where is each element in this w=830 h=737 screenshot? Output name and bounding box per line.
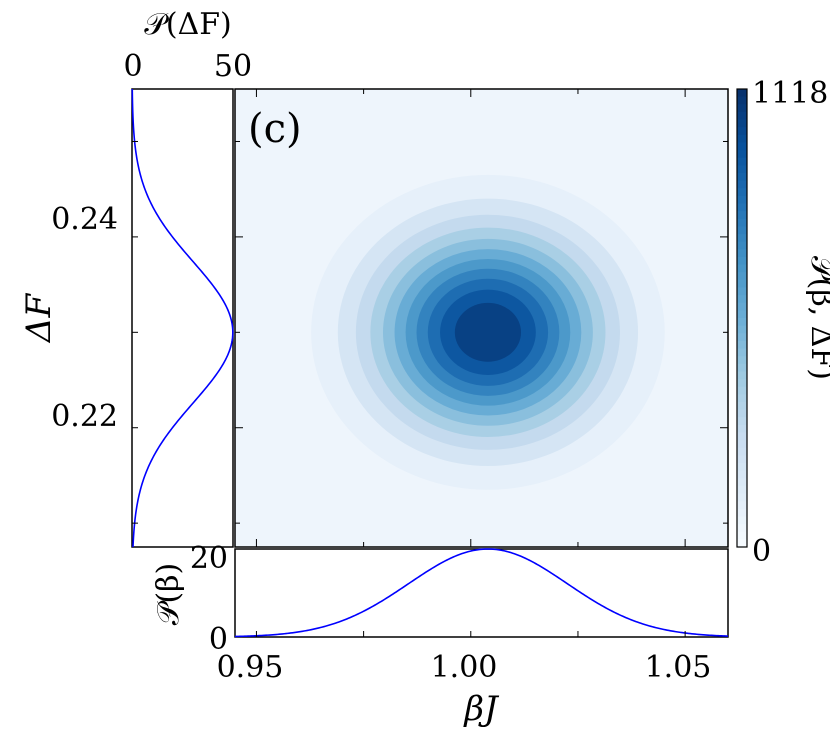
colorbar-gradient xyxy=(737,89,747,548)
marginal-dF-curve xyxy=(131,88,234,548)
colorbar-block-42 xyxy=(737,409,747,418)
colorbar-block-2 xyxy=(737,104,747,113)
colorbar-block-16 xyxy=(737,211,747,220)
marginal-beta-tick-20: 20 xyxy=(190,541,228,576)
colorbar-block-49 xyxy=(737,463,747,472)
x-axis-label: βJ xyxy=(462,689,500,729)
marginal-dF-xlabel: 𝒫(ΔF) xyxy=(144,7,232,42)
colorbar-block-55 xyxy=(737,508,747,518)
marginal-dF-tick-50: 50 xyxy=(214,49,252,84)
heatmap-ticks xyxy=(235,89,728,547)
ytick-label-0.24: 0.24 xyxy=(51,202,118,237)
marginal-beta-curve xyxy=(234,548,729,638)
colorbar-block-35 xyxy=(737,356,747,365)
colorbar-block-15 xyxy=(737,203,747,212)
colorbar: 1118 0 𝒫(β, ΔF) xyxy=(736,76,830,569)
colorbar-block-45 xyxy=(737,432,747,441)
marginal-dF-tick-0: 0 xyxy=(123,49,142,84)
colorbar-block-20 xyxy=(737,241,747,250)
colorbar-block-7 xyxy=(737,142,747,151)
colorbar-block-36 xyxy=(737,363,747,373)
colorbar-block-48 xyxy=(737,455,747,464)
marginal-beta-panel: 20 0 𝒫(β) xyxy=(151,541,729,657)
colorbar-block-3 xyxy=(737,111,747,121)
marginal-beta-ticks xyxy=(255,631,686,637)
y-axis-label: ΔF xyxy=(19,293,59,345)
contour-bands xyxy=(311,174,665,490)
marginal-dF-frame xyxy=(131,88,234,548)
colorbar-block-44 xyxy=(737,424,747,434)
colorbar-min-label: 0 xyxy=(752,534,771,569)
colorbar-frame xyxy=(736,88,748,548)
panel-label: (c) xyxy=(248,106,302,152)
colorbar-block-14 xyxy=(737,195,747,205)
colorbar-block-46 xyxy=(737,440,747,449)
colorbar-block-17 xyxy=(737,218,747,227)
colorbar-block-40 xyxy=(737,394,747,403)
colorbar-block-47 xyxy=(737,447,747,456)
colorbar-block-18 xyxy=(737,226,747,235)
colorbar-block-26 xyxy=(737,287,747,296)
colorbar-block-27 xyxy=(737,295,747,304)
colorbar-block-53 xyxy=(737,493,747,502)
colorbar-block-1 xyxy=(737,96,747,105)
colorbar-block-28 xyxy=(737,302,747,311)
colorbar-label: 𝒫(β, ΔF) xyxy=(804,256,830,380)
colorbar-block-38 xyxy=(737,379,747,388)
colorbar-block-34 xyxy=(737,348,747,357)
colorbar-block-57 xyxy=(737,524,747,533)
colorbar-block-43 xyxy=(737,417,747,426)
colorbar-block-58 xyxy=(737,531,747,540)
colorbar-block-12 xyxy=(737,180,747,189)
contour-band-11 xyxy=(454,302,522,362)
colorbar-max-label: 1118 xyxy=(752,76,828,111)
colorbar-block-25 xyxy=(737,279,747,289)
colorbar-block-33 xyxy=(737,340,747,350)
ytick-label-0.22: 0.22 xyxy=(51,399,118,434)
colorbar-block-23 xyxy=(737,264,747,273)
colorbar-block-6 xyxy=(737,134,747,144)
colorbar-block-54 xyxy=(737,501,747,510)
heatmap-frame xyxy=(234,88,729,548)
colorbar-block-24 xyxy=(737,272,747,281)
colorbar-block-29 xyxy=(737,310,747,319)
colorbar-block-51 xyxy=(737,478,747,487)
colorbar-block-11 xyxy=(737,172,747,182)
colorbar-block-37 xyxy=(737,371,747,380)
colorbar-block-10 xyxy=(737,165,747,174)
colorbar-block-21 xyxy=(737,249,747,258)
marginal-beta-ylabel: 𝒫(β) xyxy=(151,563,186,625)
marginal-beta-tick-0: 0 xyxy=(209,622,228,657)
xtick-label-1.00: 1.00 xyxy=(431,650,498,685)
x-axis: 0.95 1.00 1.05 βJ xyxy=(217,650,712,729)
colorbar-block-56 xyxy=(737,516,747,525)
colorbar-block-52 xyxy=(737,485,747,495)
colorbar-block-4 xyxy=(737,119,747,128)
colorbar-block-59 xyxy=(737,539,747,548)
colorbar-block-22 xyxy=(737,256,747,266)
colorbar-block-13 xyxy=(737,188,747,197)
colorbar-block-0 xyxy=(737,89,747,98)
marginal-beta-frame xyxy=(234,548,729,638)
colorbar-block-31 xyxy=(737,325,747,334)
colorbar-block-5 xyxy=(737,127,747,136)
colorbar-block-19 xyxy=(737,234,747,243)
colorbar-block-9 xyxy=(737,157,747,166)
colorbar-block-32 xyxy=(737,333,747,342)
colorbar-block-30 xyxy=(737,318,747,327)
colorbar-block-39 xyxy=(737,386,747,395)
xtick-label-1.05: 1.05 xyxy=(645,650,712,685)
y-axis: 0.24 0.22 ΔF xyxy=(19,202,118,434)
colorbar-block-50 xyxy=(737,470,747,479)
marginal-dF-ticks xyxy=(132,140,138,524)
marginal-dF-panel: 𝒫(ΔF) 0 50 xyxy=(123,7,252,548)
xtick-label-0.95: 0.95 xyxy=(217,650,284,685)
colorbar-block-8 xyxy=(737,150,747,159)
colorbar-block-41 xyxy=(737,401,747,411)
heatmap-panel: (c) xyxy=(234,88,729,548)
